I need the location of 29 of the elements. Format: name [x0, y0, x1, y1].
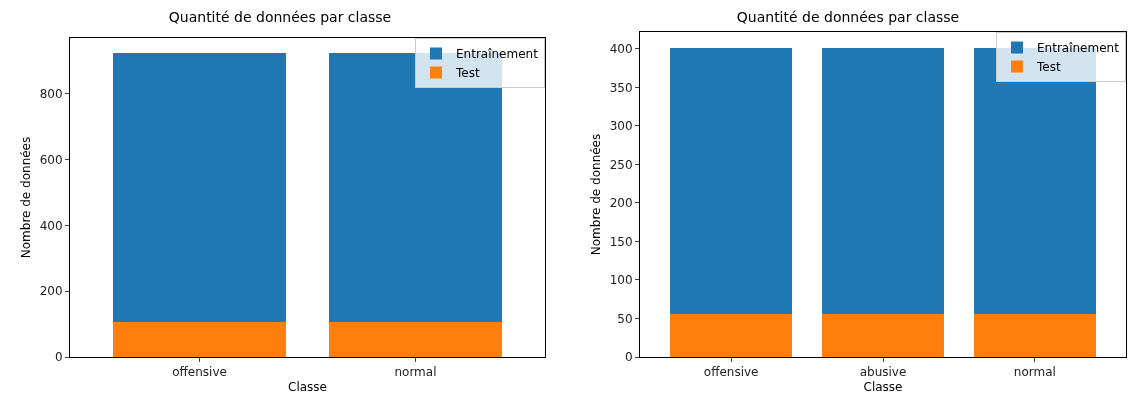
x-axis-title: Classe: [863, 380, 903, 395]
y-tick-label: 350: [609, 80, 633, 95]
y-tick-label: 50: [617, 311, 633, 326]
y-tick-label: 100: [609, 273, 633, 288]
x-axis-title: Classe: [288, 380, 327, 395]
x-tick-label: normal: [394, 365, 437, 380]
y-tick-label: 400: [609, 42, 633, 57]
y-tick-label: 400: [39, 218, 63, 233]
y-tick-label: 250: [609, 157, 633, 172]
legend-label: Test: [455, 66, 480, 81]
legend-label: Entraînement: [456, 47, 539, 62]
chart-title: Quantité de données par classe: [736, 9, 960, 26]
y-axis-title: Nombre de données: [588, 133, 603, 256]
y-tick-label: 600: [39, 152, 63, 167]
y-tick-label: 200: [609, 196, 633, 211]
y-axis-title: Nombre de données: [18, 136, 33, 259]
x-tick-label: offensive: [703, 365, 759, 380]
legend-label: Test: [1036, 60, 1061, 75]
y-tick-label: 800: [39, 87, 63, 102]
legend-label: Entraînement: [1037, 41, 1120, 56]
y-tick-label: 300: [609, 119, 633, 134]
x-tick-label: offensive: [172, 365, 227, 380]
x-tick-label: normal: [1013, 365, 1056, 380]
x-tick-label: abusive: [859, 365, 907, 380]
y-tick-label: 0: [624, 350, 633, 365]
y-tick-label: 0: [54, 350, 63, 365]
y-tick-label: 150: [609, 234, 633, 249]
y-tick-label: 200: [39, 284, 63, 299]
chart-title: Quantité de données par classe: [168, 9, 392, 26]
